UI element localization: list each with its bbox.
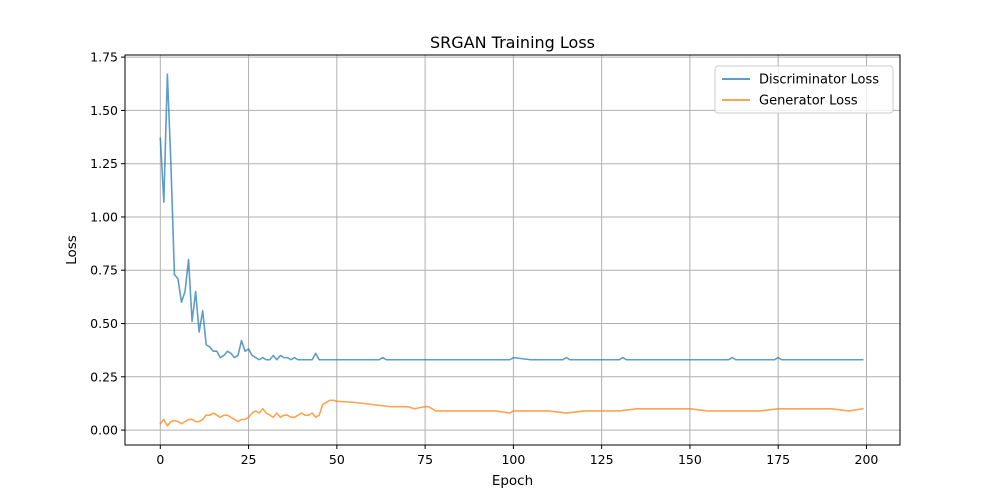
x-tick-label: 125 [590, 452, 614, 467]
chart-title: SRGAN Training Loss [430, 33, 595, 52]
legend-label-discriminator: Discriminator Loss [759, 73, 879, 88]
y-tick-label: 0.25 [90, 369, 118, 384]
legend: Discriminator Loss Generator Loss [714, 65, 894, 114]
x-tick-label: 75 [417, 452, 433, 467]
y-tick-label: 1.75 [90, 50, 118, 65]
y-tick-label: 0.75 [90, 263, 118, 278]
generator-loss-line [159, 399, 864, 427]
y-tick-label: 1.50 [90, 103, 118, 118]
y-tick-label: 1.25 [90, 156, 118, 171]
y-tick-label: 0.00 [90, 423, 118, 438]
grid [125, 55, 900, 445]
x-tick-label: 0 [156, 452, 164, 467]
series-lines [159, 73, 864, 427]
y-tick-label: 1.00 [90, 209, 118, 224]
y-tick-label: 0.50 [90, 316, 118, 331]
x-axis-title: Epoch [492, 473, 533, 489]
x-tick-label: 200 [855, 452, 879, 467]
x-tick-label: 50 [329, 452, 345, 467]
x-tick-label: 150 [678, 452, 702, 467]
y-axis-title: Loss [64, 235, 80, 265]
plot-frame [124, 54, 901, 446]
legend-box [714, 65, 894, 114]
x-tick-label: 25 [241, 452, 257, 467]
legend-label-generator: Generator Loss [759, 94, 858, 109]
axis-ticks: 0 25 50 75 100 125 150 175 200 0.00 0.25 0.50 0.75 1.… [90, 50, 878, 467]
discriminator-loss-line [159, 73, 864, 361]
x-tick-label: 100 [501, 452, 525, 467]
x-tick-label: 175 [766, 452, 790, 467]
